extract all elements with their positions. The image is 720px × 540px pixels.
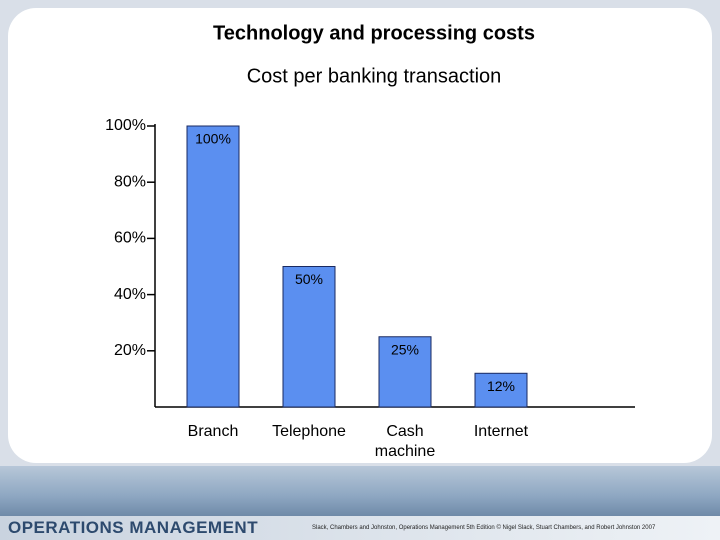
- x-tick-label: Branch: [187, 423, 239, 440]
- y-tick-label: 100%: [105, 117, 146, 134]
- chart-title: Technology and processing costs: [213, 22, 535, 44]
- footer-brand: OPERATIONS MANAGEMENT: [8, 518, 259, 537]
- data-label: 25%: [391, 341, 419, 357]
- data-label: 12%: [487, 378, 515, 394]
- x-tick-label: Internet: [473, 423, 529, 440]
- footer-bar: [0, 516, 720, 540]
- y-tick-label: 20%: [114, 342, 146, 359]
- bar: [186, 125, 240, 408]
- y-tick-label: 60%: [114, 230, 146, 247]
- bar: [474, 372, 528, 408]
- chart-subtitle: Cost per banking transaction: [247, 65, 502, 87]
- bar: [378, 336, 432, 408]
- data-label: 50%: [295, 271, 323, 287]
- y-tick-label: 40%: [114, 286, 146, 303]
- slide-card: [8, 8, 712, 463]
- x-tick-label: Telephone: [272, 423, 346, 440]
- bar: [282, 266, 336, 408]
- data-label: 100%: [195, 131, 231, 147]
- x-tick-label: Cash machine: [374, 423, 436, 460]
- y-tick-label: 80%: [114, 173, 146, 190]
- footer-citation: Slack, Chambers and Johnston, Operations…: [312, 525, 656, 531]
- footer-band: [0, 466, 720, 516]
